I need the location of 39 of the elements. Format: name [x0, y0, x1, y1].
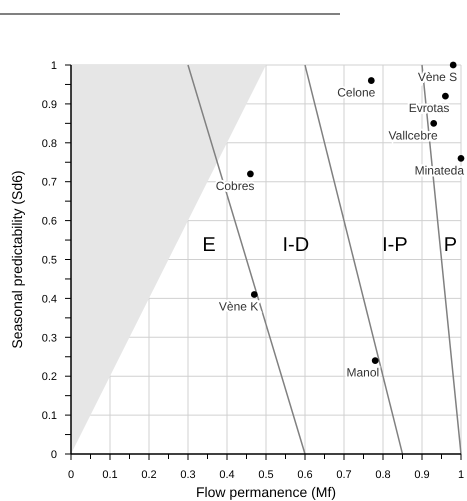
point [442, 92, 449, 100]
point [430, 120, 438, 127]
y-tick-label: 0.2 [42, 371, 57, 384]
x-tick-label: 0.5 [258, 469, 274, 481]
x-tick-label: 0.3 [180, 469, 196, 481]
point [450, 62, 457, 68]
y-axis-title: Seasonal predictability (Sd6) [9, 170, 25, 349]
point [372, 357, 379, 364]
x-tick-label: 1 [458, 469, 464, 481]
y-tick-label: 0.6 [42, 216, 57, 228]
y-tick-label: 0.8 [42, 138, 57, 150]
y-tick-label: 1 [50, 60, 57, 72]
x-tick-label: 0.8 [375, 469, 391, 481]
annotation: I-D [282, 234, 310, 256]
x-tick-label: 0.7 [336, 469, 352, 481]
point [247, 170, 254, 178]
y-tick-label: 0 [50, 449, 57, 461]
point [250, 291, 258, 298]
point [458, 154, 464, 162]
x-tick-label: 0.1 [102, 469, 118, 481]
x-tick-label: 0.2 [141, 469, 157, 481]
y-tick-label: 0.7 [42, 176, 57, 189]
x-tick-label: 0.6 [297, 469, 313, 481]
y-tick-label: 0.3 [42, 332, 57, 344]
y-tick-label: 0.1 [42, 410, 57, 422]
series-label: Celone [337, 86, 376, 100]
series-label: Vène K [218, 300, 258, 314]
series-label: Manol [346, 366, 380, 380]
annotation: I-P [382, 234, 408, 256]
x-axis-title: Flow permanence (Mf) [196, 484, 336, 500]
point [368, 77, 375, 84]
y-tick-label: 0.5 [42, 254, 57, 266]
y-tick-label: 0.4 [42, 293, 57, 306]
y-tick-label: 0.9 [42, 98, 57, 111]
annotation: E [202, 234, 216, 256]
x-tick-label: 0 [68, 469, 74, 481]
x-tick-label: 0.9 [414, 469, 430, 481]
annotation: P [444, 234, 458, 256]
x-tick-label: 0.4 [219, 469, 235, 481]
